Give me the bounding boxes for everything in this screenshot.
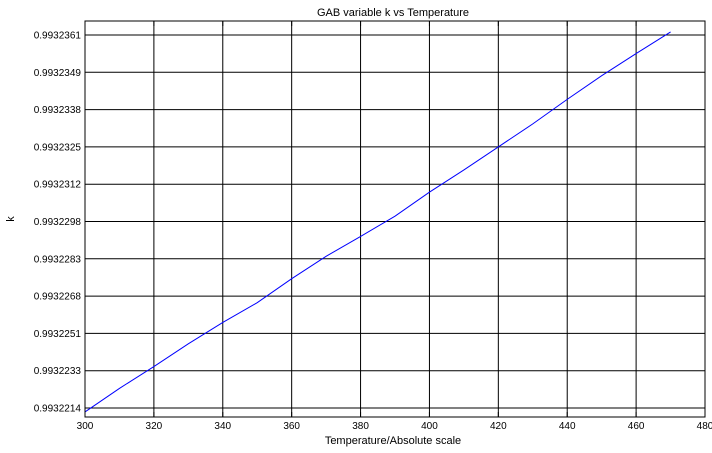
x-tick-label: 340 <box>214 421 231 432</box>
x-tick-label: 480 <box>697 421 712 432</box>
plot-area <box>85 21 705 417</box>
y-axis-label: k <box>5 216 17 222</box>
x-tick-label: 380 <box>352 421 369 432</box>
y-tick-label: 0.9932325 <box>34 142 82 153</box>
y-tick-label: 0.9932349 <box>34 68 82 79</box>
series-group <box>84 31 671 413</box>
y-tick-label: 0.9932338 <box>34 105 82 116</box>
y-tick-label: 0.9932283 <box>34 254 82 265</box>
y-tick-label: 0.9932214 <box>34 404 82 415</box>
x-tick-label: 360 <box>283 421 300 432</box>
x-tick-label: 320 <box>146 421 163 432</box>
x-tick-labels: 300 320 340 360 380 400 420 440 460 480 <box>77 421 712 432</box>
chart-title: GAB variable k vs Temperature <box>317 7 469 19</box>
y-tick-label: 0.9932268 <box>34 292 82 303</box>
y-tick-label: 0.9932298 <box>34 217 82 228</box>
y-tick-label: 0.9932251 <box>34 329 82 340</box>
grid <box>85 21 705 417</box>
x-tick-label: 460 <box>628 421 645 432</box>
series-line <box>84 31 671 413</box>
x-tick-label: 420 <box>490 421 507 432</box>
x-tick-label: 400 <box>421 421 438 432</box>
x-tick-label: 440 <box>559 421 576 432</box>
x-tick-label: 300 <box>77 421 94 432</box>
plot-border <box>84 20 706 418</box>
y-tick-label: 0.9932312 <box>34 180 82 191</box>
y-tick-label: 0.9932233 <box>34 366 82 377</box>
y-tick-labels: 0.9932214 0.9932233 0.9932251 0.9932268 0.99… <box>34 31 82 415</box>
y-tick-label: 0.9932361 <box>34 31 82 42</box>
x-axis-label: Temperature/Absolute scale <box>325 435 461 447</box>
